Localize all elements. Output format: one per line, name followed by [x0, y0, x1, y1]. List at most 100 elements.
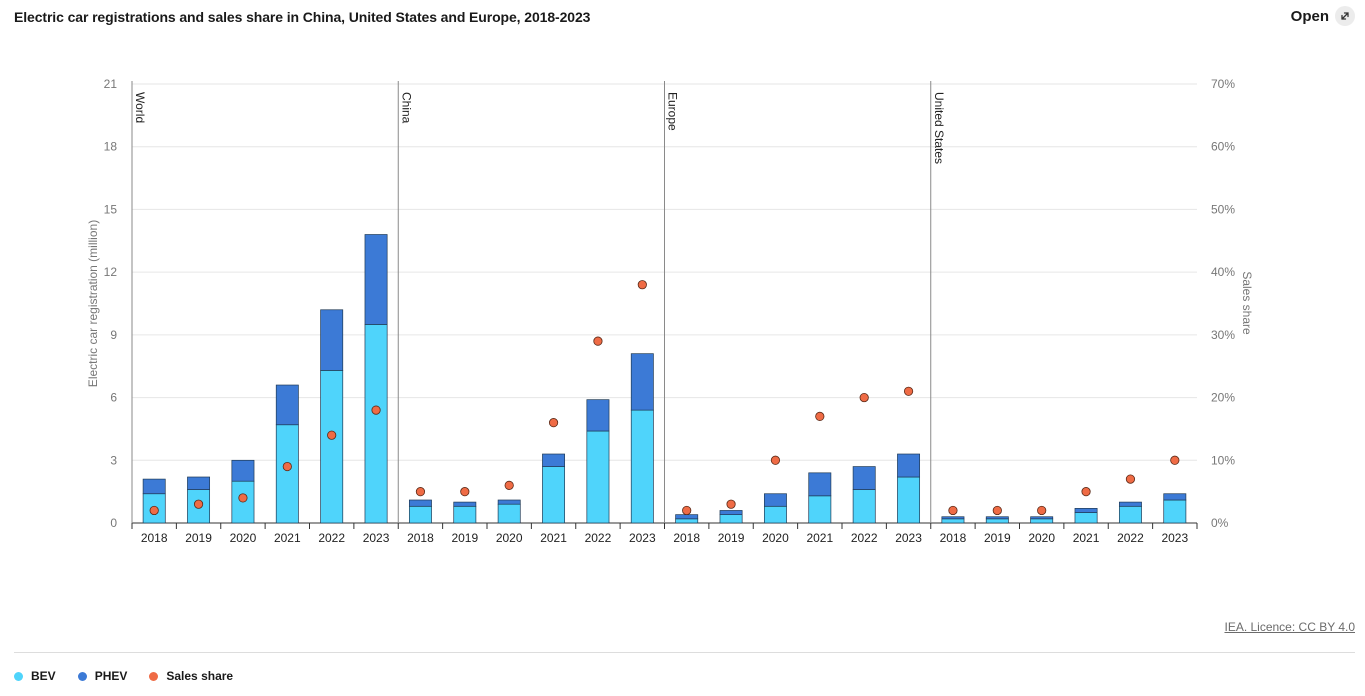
bar-phev — [275, 384, 299, 426]
x-tick-label: 2019 — [451, 531, 478, 545]
x-tick-label: 2022 — [1117, 531, 1144, 545]
sales-share-point — [238, 493, 248, 503]
legend: BEV PHEV Sales share — [14, 669, 233, 683]
legend-item-bev[interactable]: BEV — [14, 669, 56, 683]
sales-share-point — [948, 505, 958, 516]
bar-phev — [985, 516, 1009, 520]
x-tick-label: 2018 — [940, 531, 967, 545]
open-button[interactable]: Open — [1291, 6, 1355, 26]
bar-bev — [497, 503, 521, 524]
sales-share-point — [504, 480, 514, 490]
bar-bev — [364, 324, 388, 524]
chart-canvas: 0 0% 3 10% 6 20% 9 30% 12 40% 15 50% 18 60% 21 70% Elect… — [86, 77, 1254, 545]
legend-label-bev: BEV — [31, 669, 56, 683]
x-tick-label: 2020 — [762, 531, 789, 545]
y-axis-title: Electric car registration (million) — [86, 220, 100, 387]
bar-bev — [897, 476, 921, 524]
bar-phev — [408, 499, 432, 507]
x-tick-label: 2023 — [1161, 531, 1188, 545]
bar-phev — [497, 499, 521, 505]
sales-share-point — [415, 487, 426, 497]
legend-label-phev: PHEV — [94, 669, 128, 683]
divider — [14, 652, 1355, 653]
bar-bev — [408, 505, 432, 524]
bar-phev — [187, 476, 211, 490]
bar-phev — [1163, 493, 1187, 501]
bar-bev — [808, 495, 832, 524]
y2-axis-title: Sales share — [1240, 271, 1254, 335]
legend-label-sales-share: Sales share — [166, 669, 234, 683]
bar-phev — [675, 514, 699, 520]
sales-share-point — [682, 505, 692, 516]
sales-share-point — [903, 386, 914, 396]
bar-phev — [941, 516, 965, 520]
y2-tick-label: 70% — [1211, 77, 1235, 91]
bar-phev — [231, 459, 255, 482]
sales-share-point — [1125, 474, 1136, 484]
bar-phev — [763, 493, 787, 507]
bar-phev — [897, 453, 921, 478]
sales-share-point — [770, 455, 781, 465]
bar-bev — [1163, 499, 1187, 524]
sales-share-point — [149, 505, 159, 516]
x-tick-label: 2022 — [851, 531, 878, 545]
legend-item-phev[interactable]: PHEV — [77, 669, 128, 683]
legend-item-sales-share[interactable]: Sales share — [149, 669, 233, 683]
x-tick-label: 2020 — [496, 531, 523, 545]
bar-phev — [364, 234, 388, 325]
bar-bev — [719, 514, 743, 524]
x-tick-label: 2022 — [318, 531, 345, 545]
sales-share-point — [1170, 455, 1180, 465]
y2-tick-label: 60% — [1211, 140, 1235, 154]
y2-tick-label: 10% — [1211, 453, 1235, 467]
x-tick-label: 2020 — [230, 531, 257, 545]
sales-share-point — [371, 405, 381, 415]
bar-phev — [1118, 501, 1142, 507]
sales-share-point — [859, 392, 869, 403]
y2-tick-label: 20% — [1211, 391, 1235, 405]
sales-share-point — [193, 499, 204, 509]
x-tick-label: 2021 — [274, 531, 301, 545]
legend-swatch-sales-share — [149, 671, 159, 681]
x-tick-label: 2018 — [141, 531, 168, 545]
x-tick-label: 2019 — [984, 531, 1011, 545]
sales-share-point — [1081, 487, 1091, 497]
sales-share-point — [815, 411, 825, 421]
y-tick-label: 6 — [110, 391, 117, 405]
bar-bev — [941, 518, 965, 524]
legend-swatch-phev — [77, 671, 87, 681]
x-tick-label: 2019 — [718, 531, 745, 545]
y2-tick-label: 40% — [1211, 265, 1235, 279]
bar-bev — [675, 518, 699, 524]
bar-bev — [320, 370, 344, 524]
x-tick-label: 2022 — [585, 531, 612, 545]
sales-share-point — [327, 430, 337, 440]
group-label: United States — [932, 92, 946, 164]
sales-share-point — [548, 418, 559, 428]
x-tick-label: 2020 — [1028, 531, 1055, 545]
bar-phev — [808, 472, 832, 497]
bar-bev — [542, 466, 566, 524]
sales-share-point — [992, 505, 1002, 516]
bar-bev — [275, 424, 299, 524]
x-tick-label: 2023 — [629, 531, 656, 545]
bar-phev — [453, 501, 477, 507]
bar-bev — [985, 518, 1009, 524]
expand-icon — [1335, 6, 1355, 26]
y-tick-label: 18 — [104, 140, 118, 154]
chart-title: Electric car registrations and sales sha… — [14, 9, 591, 25]
bar-phev — [852, 466, 876, 490]
sales-share-point — [593, 336, 603, 346]
y-tick-label: 9 — [110, 328, 117, 342]
x-tick-label: 2021 — [540, 531, 567, 545]
source-link[interactable]: IEA. Licence: CC BY 4.0 — [1224, 620, 1355, 634]
group-label: China — [399, 92, 413, 124]
x-tick-label: 2023 — [895, 531, 922, 545]
x-tick-label: 2018 — [407, 531, 434, 545]
bar-bev — [1074, 512, 1098, 524]
x-tick-label: 2018 — [673, 531, 700, 545]
bar-bev — [763, 505, 787, 524]
x-tick-label: 2023 — [363, 531, 390, 545]
bar-bev — [630, 409, 654, 524]
sales-share-point — [1037, 505, 1047, 516]
